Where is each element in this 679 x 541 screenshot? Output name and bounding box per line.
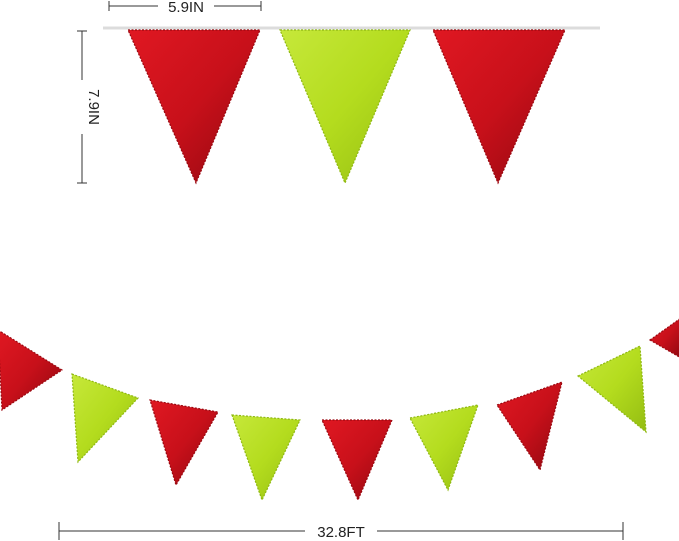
length-dimension: 32.8FT (58, 522, 624, 541)
height-dimension: 7.9IN (75, 30, 102, 184)
length-label: 32.8FT (317, 524, 365, 541)
top-red-flag (432, 29, 566, 185)
height-label-bg (75, 80, 91, 134)
bottom-green-flag (71, 373, 140, 464)
bottom-green-flag (409, 404, 479, 492)
bottom-red-flag (0, 330, 64, 412)
bottom-flags (0, 318, 679, 502)
bottom-green-flag (576, 345, 647, 434)
top-flags (127, 29, 566, 185)
bottom-red-flag (321, 419, 393, 502)
bottom-red-flag (149, 399, 219, 487)
top-red-flag (127, 29, 261, 185)
bottom-red-flag (648, 318, 679, 358)
width-label: 5.9IN (168, 0, 204, 16)
height-label: 7.9IN (85, 89, 102, 125)
width-dimension: 5.9IN (108, 0, 262, 16)
top-green-flag (279, 29, 411, 185)
bottom-red-flag (496, 381, 563, 472)
length-label-bg (305, 522, 377, 540)
bottom-green-flag (231, 414, 301, 502)
width-label-bg (158, 0, 214, 14)
